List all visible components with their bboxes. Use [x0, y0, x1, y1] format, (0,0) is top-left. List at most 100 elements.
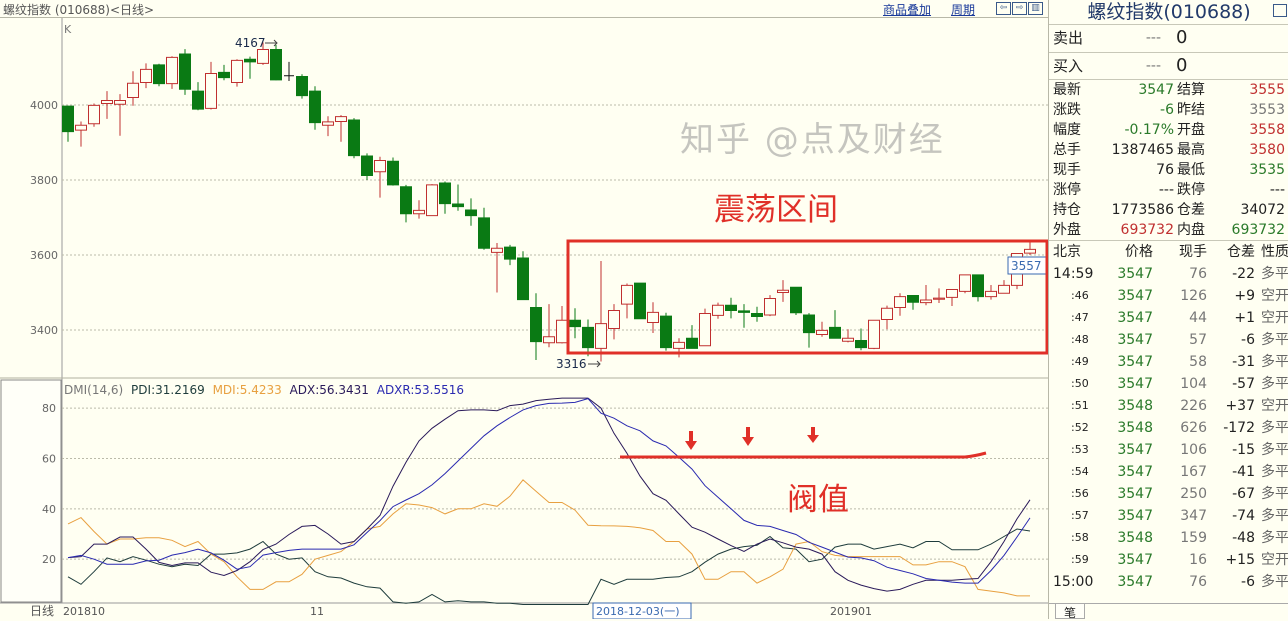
tick-cell: -31: [1232, 354, 1255, 370]
candle: [205, 61, 217, 110]
candle: [335, 115, 347, 142]
candle-body: [62, 105, 74, 133]
quote-value: ---: [1269, 182, 1285, 198]
tick-cell: -74: [1232, 508, 1255, 524]
period-link[interactable]: 周期: [951, 3, 976, 17]
tick-cell: -57: [1232, 376, 1255, 392]
tick-cell: 多平: [1261, 376, 1288, 392]
candle-body: [998, 284, 1010, 294]
candle-body: [491, 247, 503, 253]
tick-cell: :57: [1071, 509, 1089, 522]
tick-cell: 3548: [1117, 530, 1153, 546]
tick-header: 价格: [1125, 244, 1153, 260]
overlay-commodity-link[interactable]: 商品叠加: [883, 3, 932, 17]
dmi-tick-label: 60: [42, 452, 56, 465]
candle: [101, 91, 113, 119]
divider: [1049, 240, 1288, 241]
candle-body: [725, 304, 737, 311]
candle: [504, 244, 516, 266]
candle: [348, 118, 360, 159]
quote-value: 3553: [1249, 102, 1285, 118]
tick-cell: :51: [1071, 399, 1089, 412]
quote-value: 34072: [1240, 202, 1285, 218]
candle-body: [426, 184, 438, 217]
tick-cell: 58: [1189, 354, 1207, 370]
arrow-right-icon[interactable]: ⇨: [1012, 2, 1027, 15]
candle: [712, 302, 724, 319]
divider: [1049, 603, 1288, 604]
tick-cell: 空开: [1261, 552, 1288, 568]
tick-cell: :52: [1071, 421, 1089, 434]
candle: [699, 308, 711, 347]
candle: [439, 181, 451, 214]
tick-cell: -41: [1232, 464, 1255, 480]
quote-value: 76: [1156, 162, 1174, 178]
arrow-left-icon[interactable]: ⇦: [996, 2, 1011, 15]
candle-body: [452, 203, 464, 208]
candle: [855, 328, 867, 351]
candle: [530, 293, 542, 360]
quote-value: 3555: [1249, 82, 1285, 98]
divider: [1049, 79, 1288, 80]
tick-cell: 多平: [1261, 354, 1288, 370]
candle-body: [751, 313, 763, 317]
buy-label: 买入: [1053, 57, 1084, 75]
tick-cell: 3547: [1117, 376, 1153, 392]
candle: [634, 282, 646, 320]
main-panel-label: K: [64, 23, 72, 36]
candle-body: [803, 314, 815, 334]
candle-body: [296, 76, 308, 97]
candle-body: [244, 58, 256, 63]
range-box-annotation: [566, 239, 1048, 355]
candle: [296, 74, 308, 99]
candle-body: [101, 100, 113, 104]
tab-ticks[interactable]: 笔: [1055, 604, 1085, 620]
candle-body: [218, 71, 230, 79]
tick-cell: 3547: [1117, 552, 1153, 568]
tick-cell: -172: [1223, 420, 1255, 436]
quote-label: 总手: [1053, 142, 1081, 158]
candle: [998, 280, 1010, 294]
candle: [985, 285, 997, 300]
tick-cell: 多平: [1261, 332, 1288, 348]
candle-body: [166, 56, 178, 85]
candle-body: [257, 49, 269, 64]
tick-cell: -6: [1241, 332, 1255, 348]
tick-header: 现手: [1179, 244, 1207, 260]
tick-cell: 626: [1180, 420, 1207, 436]
sell-label: 卖出: [1053, 29, 1084, 47]
tick-cell: 3547: [1117, 266, 1153, 282]
maximize-icon[interactable]: [1273, 4, 1287, 17]
candle-body: [374, 160, 386, 173]
candle-body: [205, 73, 217, 109]
candle: [543, 304, 555, 348]
candle: [374, 156, 386, 198]
tick-cell: :47: [1071, 311, 1089, 324]
candle: [777, 280, 789, 302]
period-label: 日线: [30, 604, 54, 618]
candle: [582, 319, 594, 357]
down-arrow-icon: [742, 427, 754, 446]
kline-chart[interactable]: K 4000 3800 3600 3400 80 60 40 20 201810 11 201901…: [0, 0, 1048, 619]
candle-body: [816, 329, 828, 335]
candle: [790, 286, 802, 315]
tick-cell: 3547: [1117, 332, 1153, 348]
quote-label: 跌停: [1177, 182, 1205, 198]
panel-toggle-icon[interactable]: ▥: [1028, 2, 1043, 15]
quote-value: 693732: [1231, 222, 1285, 238]
tick-cell: 347: [1180, 508, 1207, 524]
last-price-label: 3557: [1011, 259, 1042, 273]
quote-label: 外盘: [1053, 222, 1081, 238]
quote-label: 内盘: [1177, 222, 1205, 238]
candle-body: [686, 337, 698, 349]
pdi-line: [67, 528, 1031, 605]
tick-cell: 多平: [1261, 420, 1288, 436]
tick-cell: 159: [1180, 530, 1207, 546]
tick-cell: 76: [1189, 266, 1207, 282]
threshold-arrows: [685, 427, 819, 450]
candle-body: [634, 282, 646, 320]
candle: [764, 295, 776, 317]
quote-label: 最新: [1053, 82, 1081, 98]
quote-label: 开盘: [1177, 122, 1205, 138]
candle-body: [153, 64, 165, 85]
